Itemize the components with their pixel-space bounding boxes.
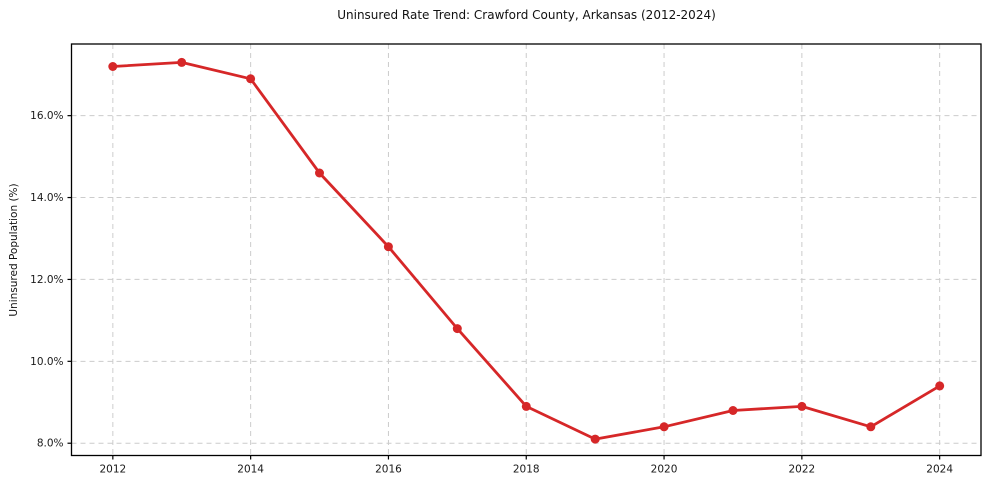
data-point-marker [521,401,531,411]
data-point-marker [315,168,324,178]
plot-border [70,43,982,457]
y-tick-label: 16.0% [30,110,63,122]
x-tick-label: 2016 [375,464,402,476]
data-point-marker [935,381,945,391]
data-point-marker [590,434,600,444]
y-tick-label: 12.0% [30,274,63,286]
data-point-marker [246,74,256,84]
data-point-marker [866,422,876,432]
data-point-marker [728,406,738,415]
x-tick-label: 2024 [926,464,953,476]
y-tick-label: 14.0% [30,192,63,204]
y-tick-label: 8.0% [37,438,64,450]
data-point-marker [383,242,393,252]
data-point-marker [108,62,118,71]
data-point-marker [797,401,807,411]
x-tick-label: 2022 [788,464,815,476]
x-tick-label: 2012 [99,464,126,476]
y-tick-label: 10.0% [30,356,63,368]
x-tick-label: 2014 [237,464,264,476]
x-tick-label: 2018 [513,464,540,476]
data-point-marker [659,422,669,432]
chart-title: Uninsured Rate Trend: Crawford County, A… [337,8,716,22]
x-tick-label: 2020 [651,464,678,476]
data-point-marker [452,324,462,334]
data-point-marker [177,57,187,67]
